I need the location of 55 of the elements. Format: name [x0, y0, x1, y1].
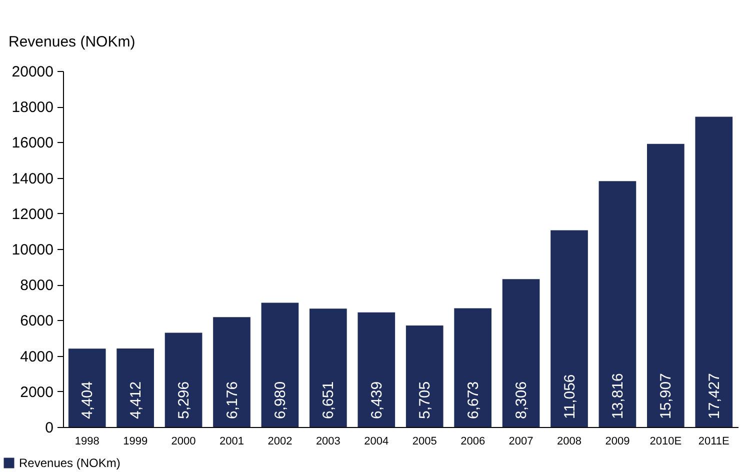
y-axis-title: Revenues (NOKm) — [8, 34, 136, 50]
bar — [261, 302, 299, 427]
bar — [406, 325, 444, 427]
x-tick-label: 2007 — [508, 436, 534, 448]
bar — [550, 230, 588, 427]
x-tick-label: 2011E — [698, 436, 730, 448]
bar — [598, 181, 636, 427]
y-tick-label: 6000 — [20, 312, 54, 330]
bar — [68, 348, 106, 427]
x-tick-label: 2001 — [220, 436, 244, 448]
y-tick-label: 18000 — [12, 99, 54, 116]
text: 6,673 — [464, 381, 482, 419]
y-tick-label: 20000 — [12, 64, 54, 80]
x-tick-label: 2004 — [364, 436, 389, 448]
bar — [695, 116, 733, 427]
y-tick-label: 10000 — [12, 242, 54, 258]
y-tick-label: 12000 — [12, 206, 54, 223]
text: 6,651 — [320, 381, 338, 419]
y-tick-label: 0 — [45, 420, 54, 436]
x-tick-label: 1998 — [74, 436, 100, 448]
x-tick-label: 2008 — [557, 436, 582, 448]
text: 15,907 — [658, 373, 675, 419]
y-tick-label: 14000 — [12, 170, 54, 188]
text: 4,404 — [79, 381, 96, 419]
x-tick-label: 2010E — [650, 436, 682, 448]
legend-label: Revenues (NOKm) — [19, 456, 120, 470]
text: 17,427 — [706, 373, 723, 419]
text: 8,306 — [513, 381, 530, 419]
text: 5,296 — [176, 381, 193, 419]
y-tick-label: 2000 — [20, 384, 54, 401]
text: 4,412 — [127, 381, 144, 419]
text: 6,980 — [272, 381, 289, 419]
x-tick-label: 2000 — [171, 436, 196, 448]
x-tick-label: 2005 — [412, 436, 437, 448]
y-tick-label: 16000 — [12, 134, 54, 152]
bar — [454, 308, 492, 427]
x-tick-label: 1999 — [123, 436, 148, 448]
bar — [164, 332, 202, 427]
bar — [647, 144, 684, 427]
bar — [358, 312, 396, 427]
x-tick-label: 2002 — [268, 436, 292, 448]
text: 6,176 — [224, 381, 241, 419]
x-tick-label: 2009 — [605, 436, 630, 448]
text: 11,056 — [561, 374, 578, 419]
text: 6,439 — [368, 381, 386, 419]
x-tick-label: 2003 — [316, 436, 340, 448]
text: 5,705 — [416, 381, 434, 419]
bar — [310, 308, 347, 427]
y-tick-label: 4000 — [20, 348, 54, 366]
text: 13,816 — [609, 373, 626, 419]
y-tick-label: 8000 — [20, 277, 54, 294]
bar — [213, 317, 250, 427]
bar — [502, 279, 540, 427]
x-tick-label: 2006 — [460, 436, 486, 448]
bar — [116, 348, 154, 427]
